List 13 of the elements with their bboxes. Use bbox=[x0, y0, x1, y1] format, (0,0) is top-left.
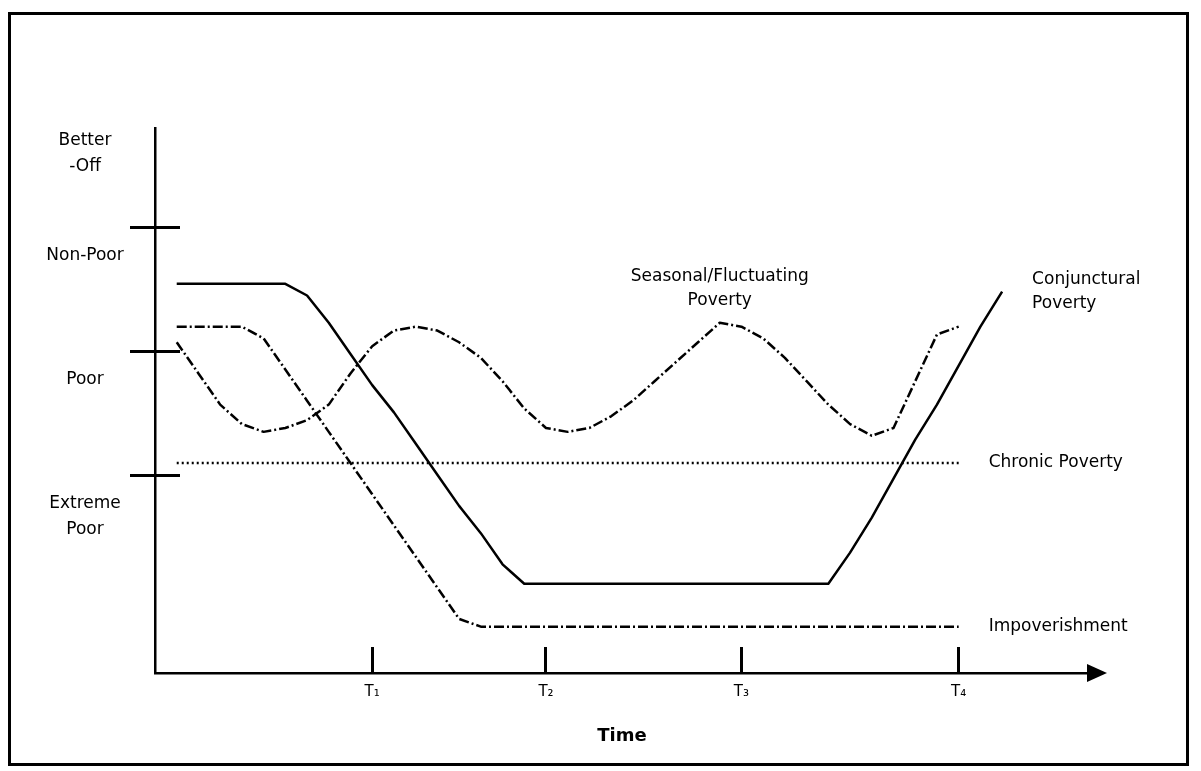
text: Seasonal/Fluctuating Poverty bbox=[630, 265, 809, 310]
series-label: Chronic Poverty bbox=[988, 451, 1123, 472]
x-tick-label: T₄ bbox=[950, 682, 967, 701]
x-tick-label: T₃ bbox=[732, 682, 750, 701]
series-label: Impoverishment bbox=[988, 615, 1129, 636]
series-label: Conjunctural Poverty bbox=[1032, 268, 1141, 313]
x-axis-title: Time bbox=[597, 723, 647, 745]
text: Non-Poor bbox=[45, 243, 125, 267]
x-tick-label: T₂ bbox=[537, 682, 554, 701]
text: Better -Off bbox=[57, 128, 113, 177]
x-tick-label: T₁ bbox=[363, 682, 380, 701]
text: Extreme Poor bbox=[48, 491, 122, 541]
text: Poor bbox=[65, 367, 105, 391]
